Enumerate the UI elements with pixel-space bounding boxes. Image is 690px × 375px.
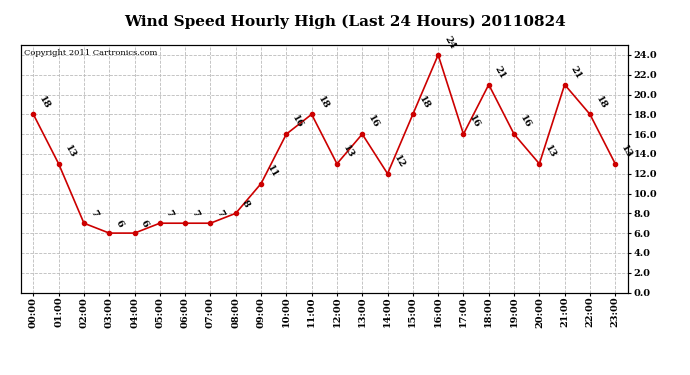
Text: 12: 12: [392, 153, 406, 170]
Text: 16: 16: [290, 114, 305, 130]
Text: 11: 11: [265, 164, 279, 179]
Text: 7: 7: [88, 209, 99, 219]
Text: 6: 6: [139, 219, 150, 229]
Text: 24: 24: [442, 34, 457, 51]
Text: 7: 7: [215, 209, 226, 219]
Text: 18: 18: [594, 94, 609, 110]
Text: 18: 18: [37, 94, 52, 110]
Text: Copyright 2011 Cartronics.com: Copyright 2011 Cartronics.com: [23, 49, 157, 57]
Text: 7: 7: [164, 209, 175, 219]
Text: 6: 6: [113, 219, 125, 229]
Text: 13: 13: [63, 144, 77, 160]
Text: 13: 13: [620, 144, 634, 160]
Text: 18: 18: [417, 94, 431, 110]
Text: 21: 21: [493, 64, 507, 80]
Text: Wind Speed Hourly High (Last 24 Hours) 20110824: Wind Speed Hourly High (Last 24 Hours) 2…: [124, 15, 566, 29]
Text: 8: 8: [240, 199, 251, 209]
Text: 16: 16: [366, 114, 381, 130]
Text: 16: 16: [518, 114, 533, 130]
Text: 16: 16: [468, 114, 482, 130]
Text: 13: 13: [544, 144, 558, 160]
Text: 13: 13: [341, 144, 355, 160]
Text: 18: 18: [316, 94, 331, 110]
Text: 7: 7: [189, 209, 201, 219]
Text: 21: 21: [569, 64, 583, 80]
